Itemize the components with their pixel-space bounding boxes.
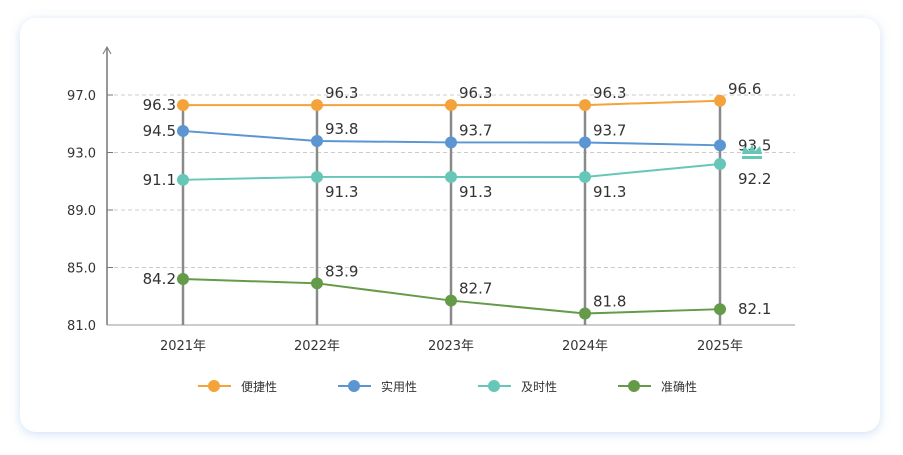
data-point [311,135,323,147]
data-point [445,170,457,183]
x-tick-label: 2021年 [160,339,206,354]
y-tick-label: 89.0 [67,204,96,219]
data-label: 91.3 [459,183,492,201]
data-label: 81.8 [593,293,626,311]
data-point [714,158,726,170]
x-tick-label: 2022年 [294,339,340,354]
crown-icon [742,144,762,154]
data-label: 96.6 [728,80,761,98]
y-tick-label: 81.0 [67,319,96,334]
data-point [311,99,323,112]
x-tick-label: 2025年 [697,339,743,354]
data-label: 96.3 [325,84,358,102]
data-label: 91.1 [143,171,176,189]
data-label: 82.1 [738,300,771,318]
y-tick-label: 85.0 [67,262,96,277]
data-label: 93.7 [459,121,492,139]
data-point [311,170,323,183]
data-point [177,173,189,186]
data-label: 96.3 [143,96,176,114]
data-point [714,139,726,152]
data-label: 84.2 [143,270,176,288]
data-point [579,170,591,183]
legend-label: 及时性 [521,380,557,394]
data-label: 96.3 [459,84,492,102]
legend-marker [348,380,360,392]
legend-label: 准确性 [661,380,697,394]
crown-icon-base [742,156,762,159]
data-label: 92.2 [738,170,771,188]
data-point [445,294,457,307]
data-point [311,277,323,290]
y-tick-label: 93.0 [67,147,96,162]
data-label: 91.3 [593,183,626,201]
data-label: 91.3 [325,183,358,201]
data-label: 83.9 [325,262,358,280]
data-point [177,124,189,137]
legend-label: 便捷性 [241,380,277,394]
legend-marker [488,380,500,392]
data-label: 93.7 [593,121,626,139]
legend-marker [208,380,220,392]
data-point [177,99,189,112]
legend-marker [628,380,640,392]
data-label: 94.5 [143,122,176,140]
data-point [579,307,591,320]
data-label: 82.7 [459,280,492,298]
y-tick-label: 97.0 [67,89,96,104]
data-point [579,99,591,112]
data-label: 93.8 [325,120,358,138]
data-point [714,94,726,107]
x-tick-label: 2024年 [562,339,608,354]
data-point [579,136,591,149]
legend-label: 实用性 [381,379,417,394]
data-point [445,99,457,112]
data-label: 96.3 [593,84,626,102]
data-point [445,136,457,149]
data-point [714,303,726,316]
y-axis-arrow [102,45,112,55]
x-tick-label: 2023年 [428,339,474,354]
data-point [177,273,189,285]
